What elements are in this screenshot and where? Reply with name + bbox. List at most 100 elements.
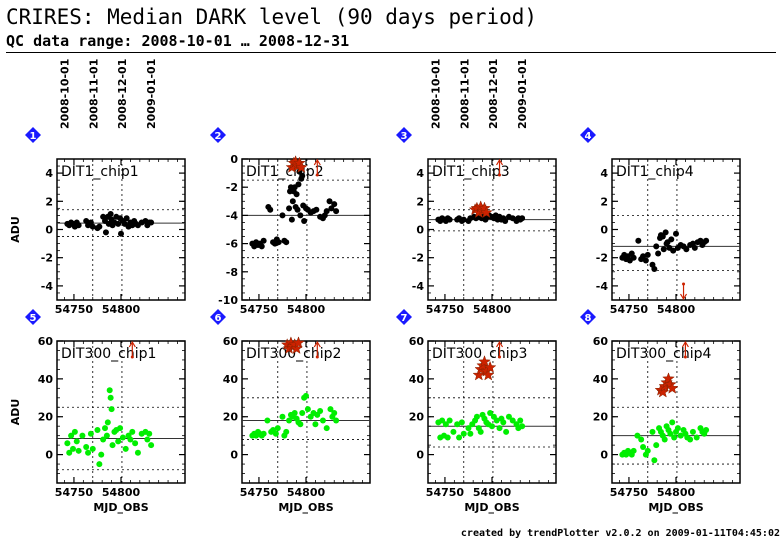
- y-tick-label: -4: [41, 280, 54, 293]
- panel-label: DIT300_chip1: [61, 346, 156, 362]
- data-point: [496, 425, 503, 432]
- data-point: [519, 423, 526, 430]
- data-point: [260, 430, 267, 437]
- data-point: [446, 216, 453, 223]
- data-point: [96, 223, 103, 230]
- data-point: [638, 436, 645, 443]
- panel-5: 5 0 20 40 60 54750 54800 ADU MJD_OBS DIT300_chip1: [9, 309, 186, 514]
- data-point: [653, 442, 660, 449]
- out-of-range-dot: [315, 355, 319, 359]
- data-point: [502, 218, 509, 225]
- data-point: [94, 426, 101, 433]
- data-point: [323, 208, 330, 215]
- data-point: [299, 409, 306, 416]
- panel-badge-icon: [25, 309, 41, 325]
- data-point: [122, 445, 129, 452]
- data-point: [517, 417, 524, 424]
- data-point: [660, 246, 667, 253]
- data-point: [313, 206, 320, 213]
- data-point: [640, 444, 647, 451]
- data-point: [460, 430, 467, 437]
- x-tick-label: 54750: [610, 486, 649, 499]
- y-tick-label: 2: [45, 195, 53, 208]
- x-tick-label: 54750: [426, 486, 465, 499]
- data-point: [655, 250, 662, 257]
- out-of-range-dot: [682, 282, 686, 286]
- y-tick-label: 4: [45, 167, 53, 180]
- data-point: [689, 428, 696, 435]
- panel-2: 2 -10 -8 -6 -4 -2 0 54750 54800 DIT1_chip2: [210, 127, 371, 316]
- data-point: [274, 425, 281, 432]
- data-point: [279, 212, 286, 219]
- y-tick-label: -4: [596, 280, 609, 293]
- data-point: [640, 253, 647, 260]
- data-point: [75, 447, 82, 454]
- data-point: [288, 216, 295, 223]
- out-of-range-arrow-head: [681, 340, 689, 348]
- data-point: [283, 239, 290, 246]
- panel-badge-icon: [580, 127, 596, 143]
- panel-badge-number: 8: [585, 313, 592, 324]
- y-tick-label: 20: [409, 411, 425, 424]
- data-point: [333, 417, 340, 424]
- data-point: [642, 257, 649, 264]
- y-tick-label: 2: [600, 195, 608, 208]
- data-point: [328, 205, 335, 212]
- data-point: [649, 428, 656, 435]
- y-tick-label: -6: [226, 238, 239, 251]
- data-point: [297, 421, 304, 428]
- panel-3: 3 -4 -2 0 2 4 54750 54800 2008-10-01 2008-11-01 20…: [396, 59, 557, 316]
- x-tick-label: 54800: [287, 303, 326, 316]
- y-tick-label: 0: [416, 449, 424, 462]
- data-point: [98, 451, 105, 458]
- y-tick-label: 4: [416, 167, 424, 180]
- data-point: [148, 442, 155, 449]
- x-tick-label: 54800: [657, 303, 696, 316]
- out-of-range-arrow-head: [128, 340, 136, 348]
- data-point: [286, 417, 293, 424]
- panel-label: DIT300_chip4: [616, 346, 712, 362]
- y-tick-label: -2: [41, 252, 53, 265]
- y-tick-label: 4: [600, 167, 608, 180]
- data-point: [89, 223, 96, 230]
- data-point: [439, 417, 446, 424]
- panel-frame: [241, 158, 371, 301]
- data-point: [317, 408, 324, 415]
- data-point: [297, 212, 304, 219]
- panel-badge-icon: [210, 309, 226, 325]
- panel-frame: [241, 340, 371, 484]
- panel-badge-number: 3: [401, 131, 408, 142]
- page-subtitle: QC data range: 2008-10-01 … 2008-12-31: [6, 32, 350, 50]
- panel-label: DIT300_chip3: [432, 346, 527, 362]
- x-tick-label: 54750: [240, 303, 279, 316]
- out-of-range-arrow-head: [680, 293, 688, 301]
- outlier-star: [662, 372, 675, 385]
- data-point: [630, 254, 637, 261]
- data-point: [653, 243, 660, 250]
- panel-7: 7 0 20 40 60 54750 54800 MJD_OBS DIT300_chip3: [396, 309, 557, 514]
- data-point: [107, 210, 114, 217]
- data-point: [442, 421, 449, 428]
- data-point: [304, 406, 311, 413]
- panel-label: DIT1_chip1: [61, 164, 139, 180]
- data-point: [687, 436, 694, 443]
- top-date-label: 2008-12-01: [116, 59, 129, 129]
- data-point: [64, 440, 71, 447]
- out-of-range-arrow-head: [496, 158, 504, 166]
- data-point: [670, 247, 677, 254]
- out-of-range-dot: [130, 355, 134, 359]
- data-point: [146, 430, 153, 437]
- data-point: [115, 438, 122, 445]
- top-date-label: 2008-12-01: [487, 59, 500, 129]
- data-point: [668, 236, 675, 243]
- data-point: [134, 449, 141, 456]
- data-point: [117, 425, 124, 432]
- y-tick-label: -2: [412, 252, 424, 265]
- panel-frame: [427, 158, 557, 301]
- data-point: [487, 409, 494, 416]
- panel-badge-icon: [580, 309, 596, 325]
- x-axis-label: MJD_OBS: [93, 501, 148, 514]
- panel-badge-number: 7: [401, 313, 408, 324]
- data-point: [458, 419, 465, 426]
